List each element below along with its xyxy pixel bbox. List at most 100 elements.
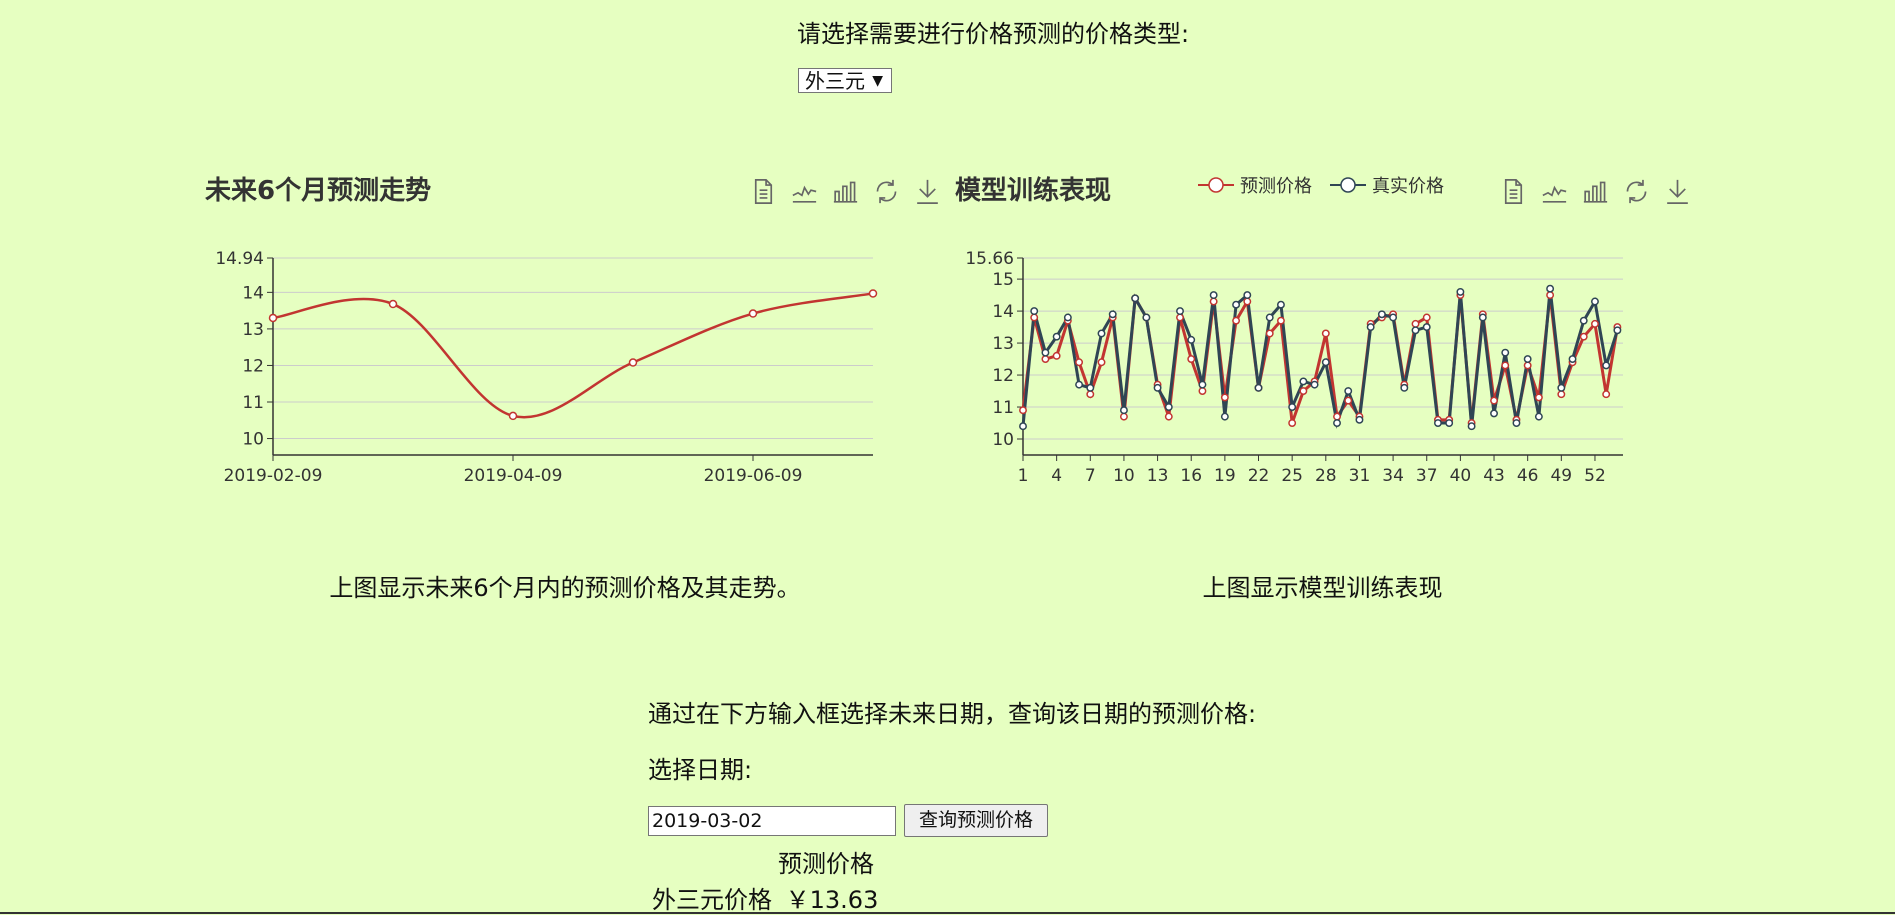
x-tick-label: 7 (1085, 466, 1096, 486)
predicted-point (1198, 387, 1207, 395)
data-view-icon[interactable] (1498, 176, 1529, 207)
predicted-point (1276, 316, 1285, 325)
x-tick-label: 2019-02-09 (224, 466, 323, 486)
x-tick-label: 52 (1584, 466, 1606, 486)
actual-point (1086, 383, 1095, 392)
x-tick-label: 22 (1248, 466, 1270, 486)
predicted-point (1052, 351, 1061, 360)
actual-point (1299, 377, 1308, 386)
predicted-point (1523, 361, 1532, 370)
bar-chart-icon[interactable] (830, 176, 861, 207)
actual-point (1523, 355, 1532, 364)
actual-point (1411, 326, 1420, 335)
legend-actual-marker (1330, 177, 1366, 193)
actual-point (1276, 300, 1285, 309)
actual-point (1288, 403, 1297, 411)
actual-point (1119, 406, 1128, 415)
x-tick-label: 1 (1018, 466, 1029, 486)
actual-point (1220, 412, 1229, 421)
legend-item-predicted[interactable]: 预测价格 (1198, 172, 1312, 198)
restore-icon[interactable] (1621, 176, 1652, 207)
line-chart-icon[interactable] (1539, 176, 1570, 207)
actual-point (1075, 380, 1084, 389)
x-tick-label: 13 (1147, 466, 1169, 486)
actual-point (1602, 361, 1611, 370)
forecast-line-chart: 10 11 12 13 14 14.94 2019-02-09 2019-04-09 2019-… (215, 249, 878, 486)
predicted-point (1546, 291, 1555, 300)
y-tick-label: 14 (992, 302, 1014, 322)
y-tick-label: 12 (992, 366, 1014, 386)
query-prompt: 通过在下方输入框选择未来日期，查询该日期的预测价格: (648, 700, 1257, 728)
x-tick-label: 40 (1450, 466, 1472, 486)
legend-item-actual[interactable]: 真实价格 (1330, 172, 1444, 198)
x-tick-label: 43 (1483, 466, 1505, 486)
predicted-point (1030, 313, 1039, 322)
forecast-chart-title: 未来6个月预测走势 (205, 176, 432, 206)
result-label: 外三元价格 (652, 886, 772, 914)
actual-point (1355, 415, 1364, 424)
actual-point (1534, 412, 1543, 421)
actual-point (1052, 332, 1061, 341)
y-tick-label: 14 (242, 283, 264, 303)
result-header: 预测价格 (778, 850, 874, 878)
training-chart-legend: 预测价格 真实价格 (1198, 172, 1444, 198)
actual-point (1243, 291, 1252, 300)
data-view-icon[interactable] (748, 176, 779, 207)
download-icon[interactable] (912, 176, 943, 207)
download-icon[interactable] (1662, 176, 1693, 207)
x-tick-label: 19 (1214, 466, 1236, 486)
forecast-caption: 上图显示未来6个月内的预测价格及其走势。 (329, 574, 801, 602)
chevron-down-icon: ▼ (872, 73, 883, 89)
predicted-point (1501, 361, 1510, 370)
actual-point (1613, 326, 1622, 335)
actual-point (1490, 409, 1498, 418)
actual-point (1041, 348, 1050, 357)
predicted-point (1333, 412, 1341, 421)
y-tick-label: 15 (992, 270, 1014, 290)
actual-point (1568, 355, 1577, 364)
x-tick-label: 10 (1113, 466, 1135, 486)
actual-point (1019, 422, 1027, 431)
predicted-point (1187, 355, 1196, 364)
y-tick-label: 12 (242, 356, 264, 376)
training-caption: 上图显示模型训练表现 (1202, 574, 1443, 602)
y-tick-label: 11 (242, 393, 264, 413)
bar-chart-icon[interactable] (1580, 176, 1611, 207)
actual-point (1187, 335, 1196, 344)
date-input[interactable]: 2019-03-02 (648, 806, 896, 836)
forecast-point (628, 358, 638, 367)
price-type-select[interactable]: 外三元 ▼ (798, 68, 892, 93)
x-tick-label: 16 (1180, 466, 1202, 486)
actual-point (1176, 307, 1184, 316)
predicted-point (1086, 390, 1095, 399)
actual-point (1344, 387, 1353, 395)
restore-icon[interactable] (871, 176, 902, 207)
actual-point (1209, 291, 1218, 300)
predicted-point (1411, 319, 1420, 328)
actual-point (1557, 383, 1566, 392)
actual-point (1591, 297, 1599, 306)
actual-point (1254, 383, 1263, 392)
actual-point (1153, 383, 1162, 392)
legend-predicted-label: 预测价格 (1240, 176, 1312, 197)
actual-point (1198, 380, 1207, 389)
predicted-point (1075, 358, 1084, 367)
actual-point (1501, 348, 1510, 357)
y-tick-label: 10 (242, 430, 264, 450)
predicted-point (1557, 390, 1566, 399)
forecast-point (268, 313, 278, 323)
x-tick-label: 49 (1550, 466, 1572, 486)
line-chart-icon[interactable] (789, 176, 820, 207)
actual-point (1389, 313, 1398, 322)
x-tick-label: 37 (1416, 466, 1438, 486)
actual-point (1131, 294, 1140, 303)
query-price-button[interactable]: 查询预测价格 (904, 804, 1048, 837)
actual-point (1467, 422, 1476, 431)
bottom-divider (0, 912, 1895, 914)
predicted-point (1119, 412, 1128, 421)
predicted-point (1041, 355, 1050, 364)
actual-point (1108, 310, 1117, 319)
actual-series-line (1021, 288, 1619, 429)
actual-point (1097, 329, 1106, 338)
predicted-point (1220, 393, 1229, 402)
